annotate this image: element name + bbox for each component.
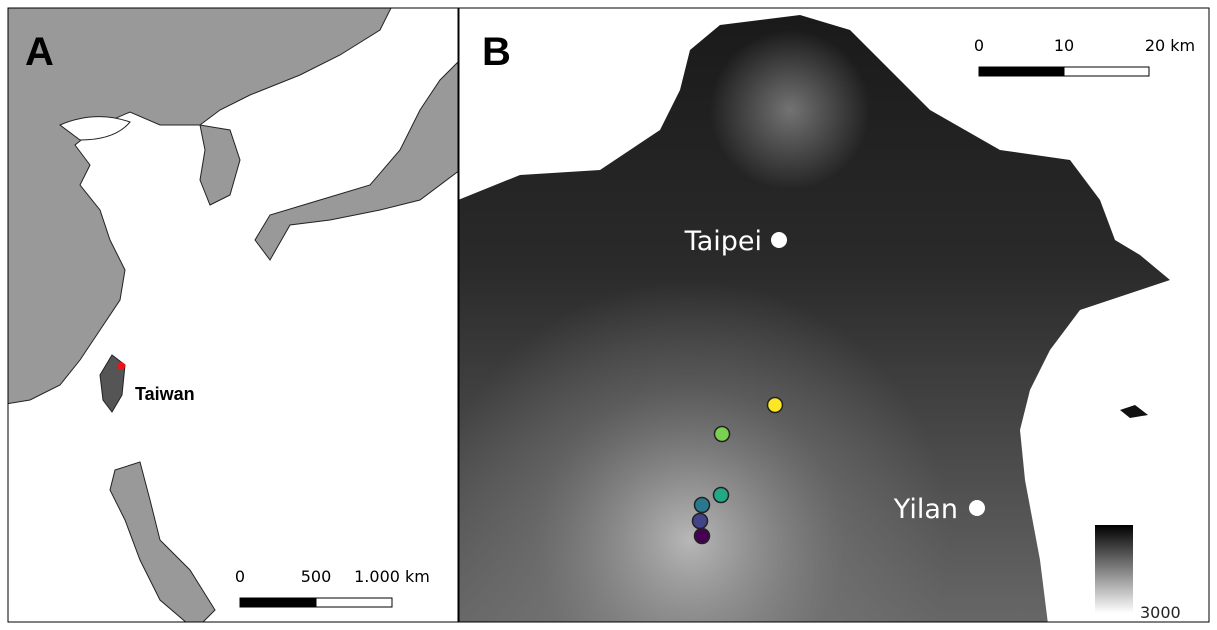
panel-label: B xyxy=(482,30,511,74)
site xyxy=(695,529,710,544)
scale-label: 500 xyxy=(301,567,332,586)
site xyxy=(768,398,783,413)
city-label: Taipei xyxy=(684,226,762,257)
place-label: Taiwan xyxy=(135,384,195,404)
legend-label: 0 xyxy=(1140,525,1150,544)
site xyxy=(695,498,710,513)
scale-label: 0 xyxy=(974,36,984,55)
legend-label: 3000 xyxy=(1140,603,1181,622)
city-label: Yilan xyxy=(893,494,958,525)
site xyxy=(714,488,729,503)
legend-title: Elevation (m) xyxy=(1038,486,1186,511)
city-marker xyxy=(771,232,787,248)
scale-label: 20 km xyxy=(1145,36,1195,55)
scale-bar xyxy=(240,598,316,607)
site xyxy=(693,514,708,529)
scale-bar xyxy=(979,67,1064,76)
panel-a-map xyxy=(0,0,460,630)
scale-label: 0 xyxy=(235,567,245,586)
site xyxy=(715,427,730,442)
panel-label: A xyxy=(25,30,54,74)
scale-bar xyxy=(1064,67,1149,76)
city-marker xyxy=(969,500,985,516)
scale-label: 10 xyxy=(1054,36,1074,55)
scale-label: 1.000 km xyxy=(354,567,430,586)
legend-ramp xyxy=(1095,525,1133,613)
figure: A Taiwan 0 500 1.000 km B 0 10 20 km Tai… xyxy=(0,0,1217,630)
scale-bar xyxy=(316,598,392,607)
